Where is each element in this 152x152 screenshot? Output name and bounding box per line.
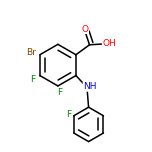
Text: F: F (30, 75, 36, 84)
Text: F: F (67, 110, 72, 119)
Text: OH: OH (102, 39, 116, 48)
Text: F: F (57, 88, 62, 97)
Text: NH: NH (83, 82, 97, 91)
Text: Br: Br (26, 48, 36, 57)
Text: O: O (81, 24, 88, 34)
